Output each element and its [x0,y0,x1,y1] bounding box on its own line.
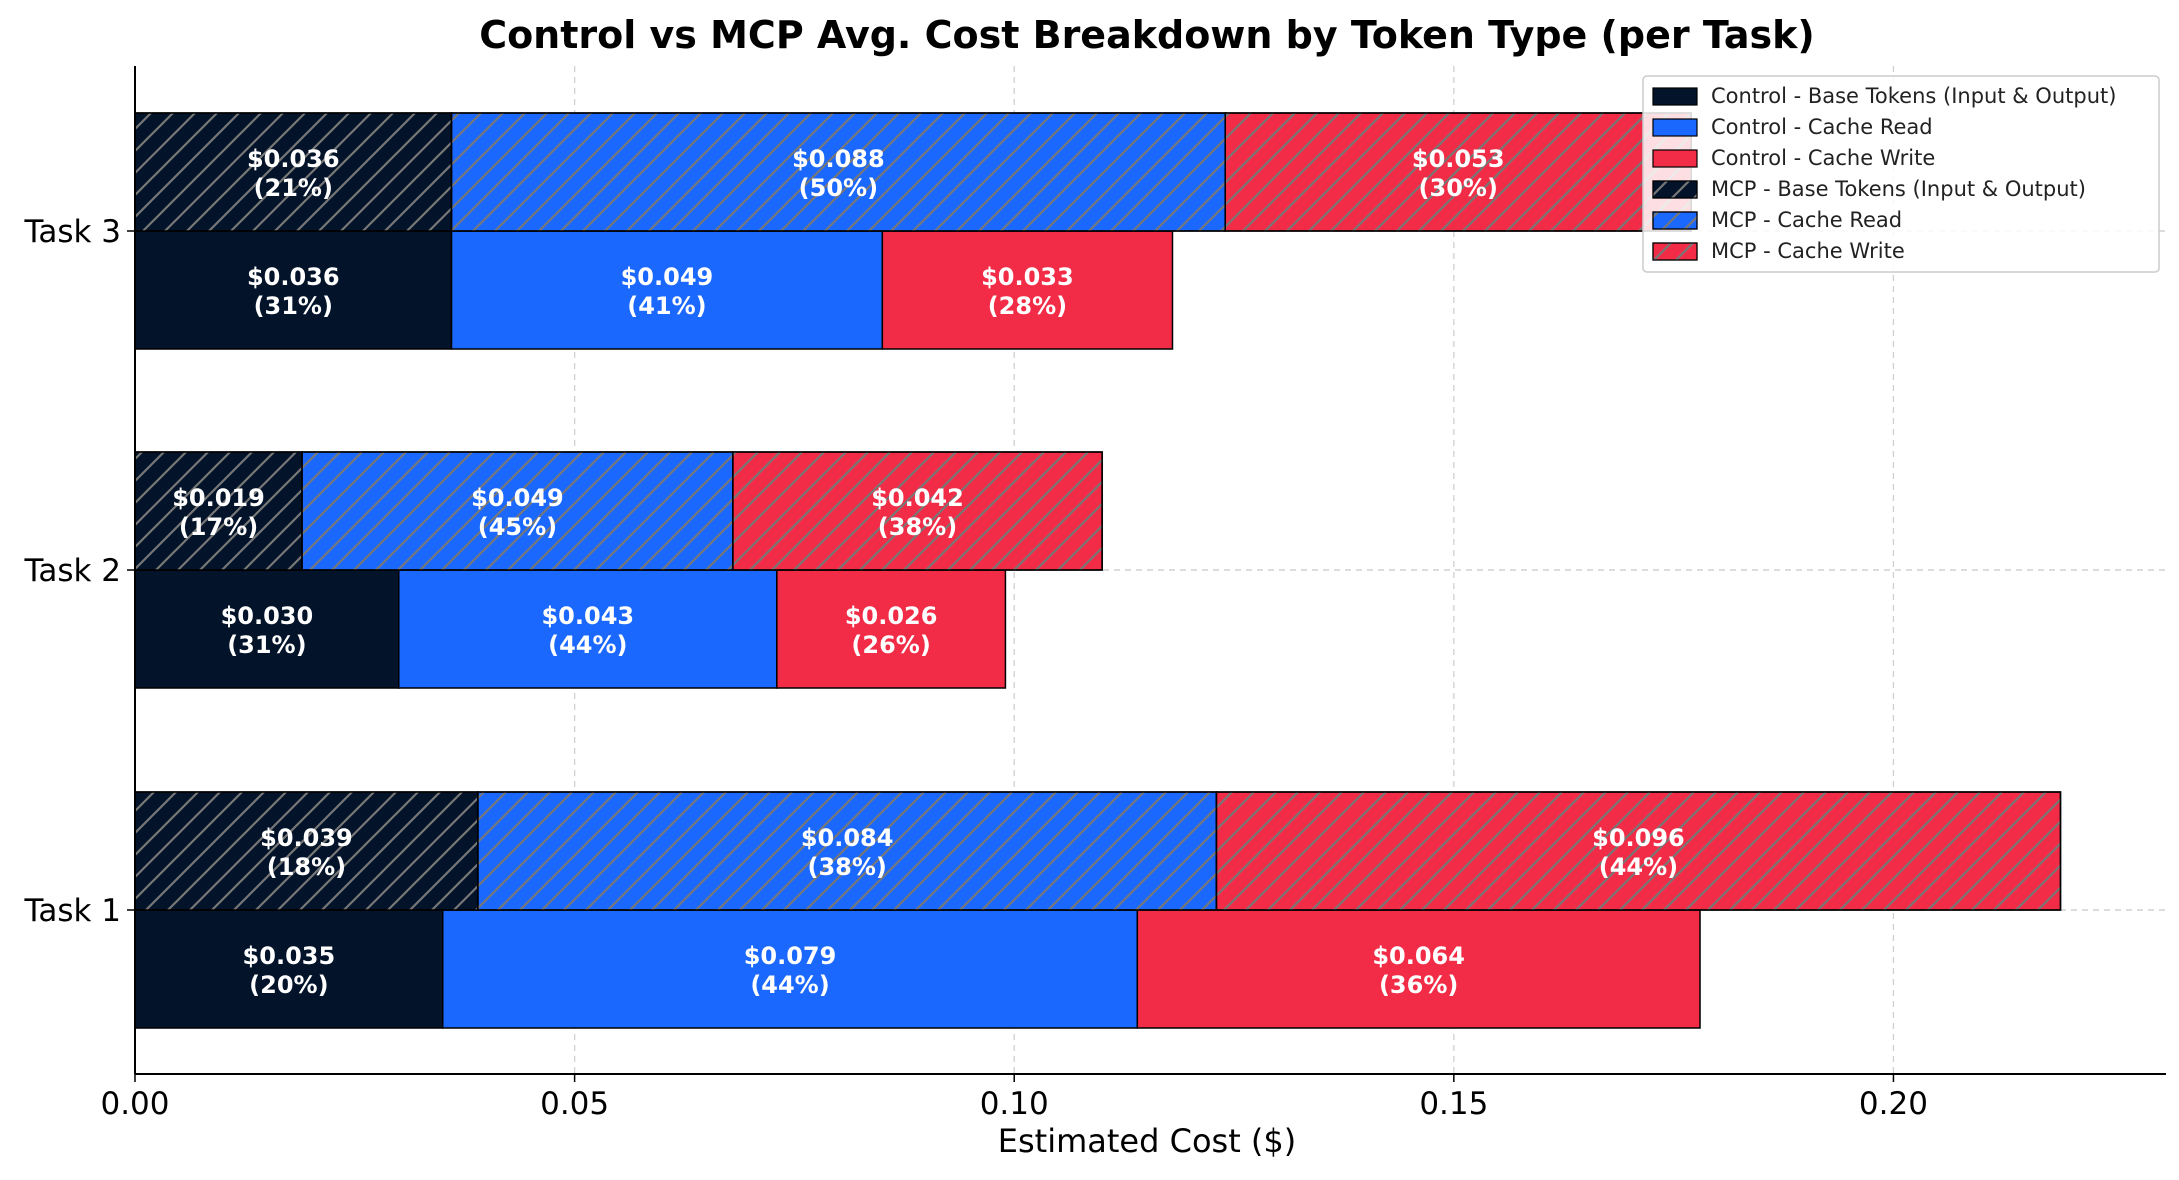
legend-swatch-hatch [1652,242,1698,261]
bar-label-mcp-2-task-2: (38%) [878,513,957,541]
bar-label-mcp-1-task-2: $0.049 [471,484,564,512]
x-tick-label: 0.20 [1859,1086,1928,1122]
bar-control-1-task-2 [398,569,778,689]
bar-hatch-mcp-2-task-3 [1224,112,1692,232]
legend-entry: Control - Cache Read [1711,115,1933,139]
legend-swatch-hatch [1652,211,1698,230]
bar-label-control-1-task-2: $0.043 [541,602,634,630]
bar-label-control-0-task-1: $0.035 [243,942,336,970]
bar-control-2-task-2 [776,569,1007,689]
bar-label-control-0-task-3: $0.036 [247,263,340,291]
bar-label-mcp-0-task-2: $0.019 [172,484,265,512]
bar-hatch-mcp-0-task-1 [134,791,479,911]
legend-swatch [1652,149,1698,168]
y-tick-label: Task 1 [24,893,121,929]
bar-label-mcp-1-task-1: (38%) [807,853,886,881]
legend-entry: Control - Cache Write [1711,146,1935,170]
bar-label-mcp-2-task-1: $0.096 [1592,824,1685,852]
legend-entry: MCP - Cache Write [1711,239,1905,263]
bar-label-control-0-task-2: (31%) [227,631,306,659]
bar-control-1-task-3 [450,230,884,350]
bar-label-control-0-task-3: (31%) [254,292,333,320]
legend-entry: MCP - Cache Read [1711,208,1902,232]
y-tick-label: Task 2 [24,553,121,589]
bar-label-control-0-task-2: $0.030 [221,602,314,630]
bar-label-control-1-task-2: (44%) [548,631,627,659]
bar-label-mcp-2-task-3: (30%) [1419,174,1498,202]
bar-control-2-task-3 [881,230,1174,350]
bar-hatch-mcp-0-task-3 [134,112,453,232]
bar-label-control-2-task-2: $0.026 [845,602,938,630]
bar-label-mcp-0-task-2: (17%) [179,513,258,541]
bar-label-control-0-task-1: (20%) [249,971,328,999]
bar-hatch-mcp-1-task-3 [450,112,1226,232]
bar-control-0-task-3 [134,230,453,350]
bar-control-0-task-1 [134,909,444,1029]
bar-label-control-2-task-3: (28%) [988,292,1067,320]
x-axis-label: Estimated Cost ($) [998,1122,1296,1160]
legend-entry: Control - Base Tokens (Input & Output) [1711,84,2116,108]
bars: $0.035(20%)$0.079(44%)$0.064(36%)$0.030(… [134,112,2062,1029]
bar-hatch-mcp-2-task-1 [1215,791,2062,911]
bar-label-control-2-task-1: $0.064 [1372,942,1465,970]
chart-title: Control vs MCP Avg. Cost Breakdown by To… [479,13,1815,57]
bar-label-control-2-task-2: (26%) [851,631,930,659]
legend-entry: MCP - Base Tokens (Input & Output) [1711,177,2086,201]
bar-label-control-1-task-1: $0.079 [744,942,837,970]
bar-label-control-2-task-3: $0.033 [981,263,1074,291]
x-tick-label: 0.10 [980,1086,1049,1122]
bar-label-control-1-task-3: (41%) [627,292,706,320]
x-tick-label: 0.00 [100,1086,169,1122]
y-tick-label: Task 3 [24,214,121,250]
bar-label-control-1-task-3: $0.049 [621,263,714,291]
x-tick-label: 0.05 [540,1086,609,1122]
legend-swatch [1652,87,1698,106]
bar-hatch-mcp-2-task-2 [732,451,1103,571]
legend: Control - Base Tokens (Input & Output) Co… [1642,75,2160,273]
axes: 0.00 0.05 0.10 0.15 0.20 Task 1 Task 2 Task 3 [24,66,2166,1122]
bar-label-control-2-task-1: (36%) [1379,971,1458,999]
bar-label-mcp-2-task-1: (44%) [1599,853,1678,881]
bar-label-control-1-task-1: (44%) [750,971,829,999]
bar-label-mcp-1-task-3: (50%) [799,174,878,202]
bar-label-mcp-2-task-3: $0.053 [1412,145,1505,173]
bar-control-2-task-1 [1136,909,1701,1029]
legend-swatch [1652,118,1698,137]
bar-label-mcp-0-task-3: (21%) [254,174,333,202]
bar-label-mcp-1-task-1: $0.084 [801,824,894,852]
bar-label-mcp-2-task-2: $0.042 [871,484,964,512]
bar-label-mcp-0-task-3: $0.036 [247,145,340,173]
bar-label-mcp-1-task-2: (45%) [478,513,557,541]
bar-label-mcp-0-task-1: $0.039 [260,824,353,852]
bar-label-mcp-1-task-3: $0.088 [792,145,885,173]
legend-swatch-hatch [1652,180,1698,199]
x-tick-label: 0.15 [1419,1086,1488,1122]
legend-box [1642,75,2160,273]
bar-label-mcp-0-task-1: (18%) [267,853,346,881]
